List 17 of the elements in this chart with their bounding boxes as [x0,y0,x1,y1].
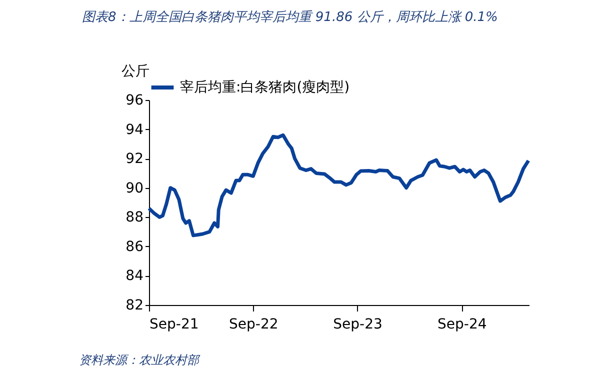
y-tick-label: 88 [126,210,144,226]
y-tick-label: 82 [126,298,144,314]
y-tick-label: 94 [126,122,144,138]
y-tick-label: 84 [126,268,144,284]
y-tick-label: 90 [126,180,144,196]
x-tick-label: Sep-22 [228,316,278,332]
y-tick-label: 96 [126,92,144,108]
text: 资料来源：农业农村部 [79,353,201,367]
x-tick-label: Sep-23 [333,316,382,332]
y-axis-title: 公斤 [122,64,150,80]
line-series [147,133,530,238]
x-tick-label: Sep-24 [438,316,487,332]
x-tick-label: Sep-21 [150,316,199,332]
legend-label: 宰后均重:白条猪肉(瘦肉型) [180,80,350,96]
y-tick-label: 86 [126,238,144,255]
y-tick-label: 92 [126,151,144,168]
chart-title: 图表8：上周全国白条猪肉平均宰后均重 91.86 公斤，周环比上涨 0.1% [82,9,498,25]
